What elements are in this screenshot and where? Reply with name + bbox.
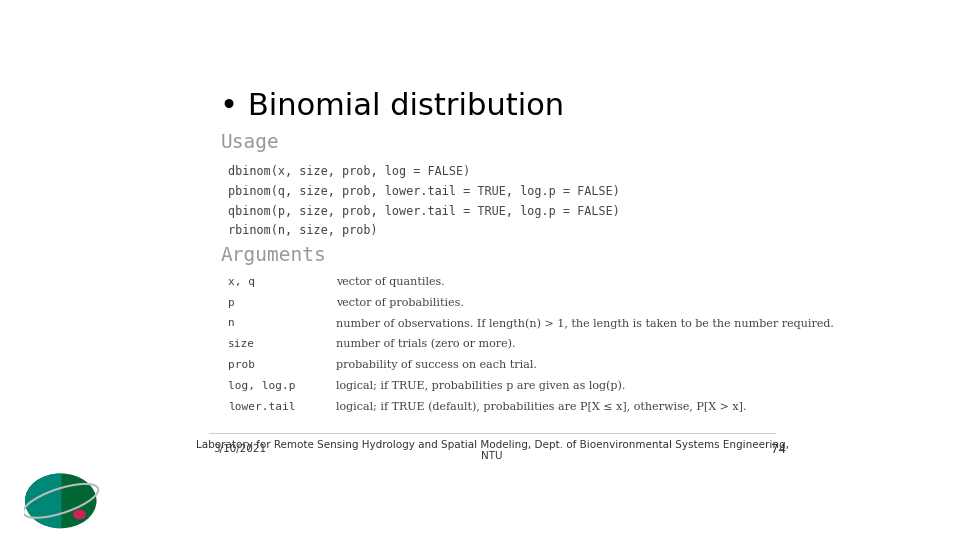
Text: number of trials (zero or more).: number of trials (zero or more). [336, 339, 516, 349]
Text: logical; if TRUE (default), probabilities are P[X ≤ x], otherwise, P[X > x].: logical; if TRUE (default), probabilitie… [336, 402, 746, 412]
Text: prob: prob [228, 360, 255, 370]
Text: qbinom(p, size, prob, lower.tail = TRUE, log.p = FALSE): qbinom(p, size, prob, lower.tail = TRUE,… [228, 205, 620, 218]
Text: pbinom(q, size, prob, lower.tail = TRUE, log.p = FALSE): pbinom(q, size, prob, lower.tail = TRUE,… [228, 185, 620, 198]
Text: 3/10/2021: 3/10/2021 [213, 444, 266, 455]
Text: size: size [228, 339, 255, 349]
Text: Arguments: Arguments [221, 246, 326, 265]
Text: probability of success on each trial.: probability of success on each trial. [336, 360, 537, 370]
Text: • Binomial distribution: • Binomial distribution [221, 92, 564, 121]
Text: log, log.p: log, log.p [228, 381, 296, 391]
Text: p: p [228, 298, 234, 308]
Text: logical; if TRUE, probabilities p are given as log(p).: logical; if TRUE, probabilities p are gi… [336, 381, 625, 392]
Text: lower.tail: lower.tail [228, 402, 296, 411]
Text: 74: 74 [771, 443, 786, 456]
Text: n: n [228, 319, 234, 328]
Circle shape [26, 474, 96, 528]
Text: number of observations. If length(n) > 1, the length is taken to be the number r: number of observations. If length(n) > 1… [336, 319, 833, 329]
Text: vector of probabilities.: vector of probabilities. [336, 298, 464, 308]
Circle shape [74, 510, 85, 519]
Text: Usage: Usage [221, 133, 279, 152]
Text: dbinom(x, size, prob, log = FALSE): dbinom(x, size, prob, log = FALSE) [228, 165, 470, 178]
Wedge shape [26, 474, 60, 528]
Text: x, q: x, q [228, 277, 255, 287]
Text: Laboratory for Remote Sensing Hydrology and Spatial Modeling, Dept. of Bioenviro: Laboratory for Remote Sensing Hydrology … [196, 440, 788, 462]
Text: vector of quantiles.: vector of quantiles. [336, 277, 444, 287]
Text: rbinom(n, size, prob): rbinom(n, size, prob) [228, 225, 377, 238]
